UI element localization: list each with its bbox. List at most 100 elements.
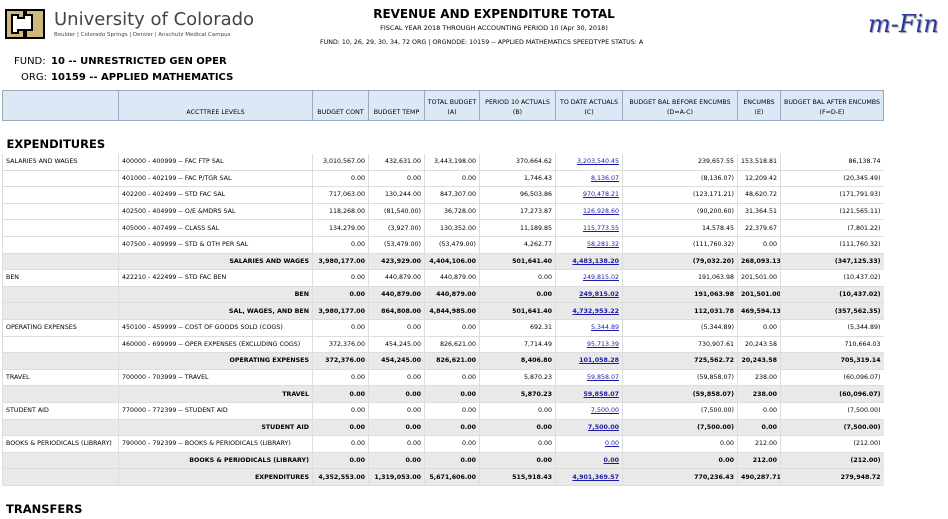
- to-date-link[interactable]: 4,732,953.22: [572, 307, 619, 315]
- amount-cell: 95,713.39: [555, 336, 623, 354]
- detail-row: 402500 - 404999 -- O/E &MDRS SAL 118,268.…: [2, 203, 884, 221]
- amount-cell: 0.00: [368, 402, 425, 420]
- detail-row: 460000 - 699999 -- OPER EXPENSES (EXCLUD…: [2, 336, 884, 354]
- amount-cell: (7,500.00): [780, 419, 884, 437]
- to-date-link[interactable]: 58,281.32: [586, 241, 619, 249]
- to-date-link[interactable]: 0.00: [604, 440, 619, 448]
- total-label: SAL, WAGES, AND BEN: [118, 302, 313, 320]
- subtotal-row: SAL, WAGES, AND BEN 3,980,177.00 864,808.0…: [2, 302, 884, 320]
- amount-cell: (53,479.00): [368, 236, 425, 254]
- amount-cell: 8,136.07: [555, 170, 623, 188]
- to-date-link[interactable]: 0.00: [603, 456, 619, 464]
- amount-cell: (60,096.07): [780, 385, 884, 403]
- amount-cell: 770,236.43: [622, 468, 738, 486]
- to-date-link[interactable]: 59,858.07: [586, 374, 619, 382]
- total-label: STUDENT AID: [118, 419, 313, 437]
- amount-cell: 126,928.60: [555, 203, 623, 221]
- amount-cell: 86,138.74: [780, 154, 884, 171]
- to-date-link[interactable]: 249,815.02: [579, 291, 619, 299]
- to-date-link[interactable]: 7,500.00: [587, 423, 619, 431]
- total-label: BOOKS & PERIODICALS (LIBRARY): [118, 452, 313, 470]
- amount-cell: 730,907.61: [622, 336, 738, 354]
- total-label: SALARIES AND WAGES: [118, 253, 313, 271]
- amount-cell: 423,929.00: [368, 253, 425, 271]
- detail-row: BOOKS & PERIODICALS (LIBRARY) 790000 - 79…: [2, 435, 884, 453]
- amount-cell: 4,844,985.00: [424, 302, 480, 320]
- header-text: BUDGET BAL AFTER ENCUMBS: [784, 99, 880, 106]
- to-date-link[interactable]: 126,928.60: [582, 208, 619, 216]
- amount-cell: 212.00: [737, 435, 781, 453]
- amount-cell: 0.00: [312, 369, 369, 387]
- amount-cell: 0.00: [312, 269, 369, 287]
- section-title: EXPENDITURES: [6, 137, 106, 151]
- amount-cell: 201,501.00: [737, 269, 781, 287]
- account-cell: 450100 - 459999 -- COST OF GOODS SOLD (C…: [118, 319, 313, 337]
- amount-cell: 22,379.67: [737, 219, 781, 237]
- amount-cell: 11,189.85: [479, 219, 556, 237]
- to-date-link[interactable]: 7,500.00: [590, 407, 619, 415]
- group-cell: [2, 468, 119, 486]
- to-date-link[interactable]: 3,203,540.45: [576, 158, 619, 166]
- header-text: (D=A-C): [667, 109, 693, 116]
- to-date-link[interactable]: 4,483,138.20: [572, 257, 619, 265]
- amount-cell: 118,268.00: [312, 203, 369, 221]
- amount-cell: 7,714.49: [479, 336, 556, 354]
- amount-cell: 58,281.32: [555, 236, 623, 254]
- amount-cell: (8,136.07): [622, 170, 738, 188]
- header-cell: BUDGET BAL BEFORE ENCUMBS (D=A-C): [622, 90, 738, 121]
- to-date-link[interactable]: 59,858.07: [583, 390, 619, 398]
- to-date-link[interactable]: 970,478.21: [582, 191, 619, 199]
- amount-cell: 0.00: [368, 369, 425, 387]
- amount-cell: 36,728.00: [424, 203, 480, 221]
- amount-cell: (123,171.21): [622, 186, 738, 204]
- amount-cell: (3,927.00): [368, 219, 425, 237]
- to-date-link[interactable]: 249,815.02: [582, 274, 619, 282]
- amount-cell: 249,815.02: [555, 286, 623, 304]
- to-date-link[interactable]: 8,136.07: [590, 174, 619, 182]
- amount-cell: 372,376.00: [312, 352, 369, 370]
- amount-cell: 48,620.72: [737, 186, 781, 204]
- amount-cell: (212.00): [780, 435, 884, 453]
- amount-cell: 191,063.98: [622, 286, 738, 304]
- report-period: FISCAL YEAR 2018 THROUGH ACCOUNTING PERI…: [380, 24, 608, 32]
- header-text: BUDGET CONT: [317, 109, 364, 116]
- to-date-link[interactable]: 5,344.89: [590, 324, 619, 332]
- amount-cell: 5,344.89: [555, 319, 623, 337]
- fund-label: FUND:: [14, 56, 46, 67]
- amount-cell: (121,565.11): [780, 203, 884, 221]
- to-date-link[interactable]: 95,713.39: [586, 340, 619, 348]
- detail-row: TRAVEL 700000 - 703999 -- TRAVEL 0.00 0.00 0…: [2, 369, 884, 387]
- amount-cell: 0.00: [479, 286, 556, 304]
- to-date-link[interactable]: 4,901,369.57: [572, 473, 619, 481]
- header-cell: BUDGET BAL AFTER ENCUMBS (F=D-E): [780, 90, 884, 121]
- amount-cell: 372,376.00: [312, 336, 369, 354]
- amount-cell: 0.00: [737, 402, 781, 420]
- amount-cell: 454,245.00: [368, 336, 425, 354]
- header-text: (B): [512, 109, 523, 116]
- amount-cell: 5,870.23: [479, 369, 556, 387]
- amount-cell: 1,746.43: [479, 170, 556, 188]
- account-cell: 460000 - 699999 -- OPER EXPENSES (EXCLUD…: [118, 336, 313, 354]
- amount-cell: 847,307.00: [424, 186, 480, 204]
- group-cell: STUDENT AID: [2, 402, 119, 420]
- amount-cell: 0.00: [424, 369, 480, 387]
- amount-cell: 7,500.00: [555, 419, 623, 437]
- amount-cell: 59,858.07: [555, 369, 623, 387]
- amount-cell: 454,245.00: [368, 352, 425, 370]
- group-cell: [2, 236, 119, 254]
- header-cell: PERIOD 10 ACTUALS (B): [479, 90, 556, 121]
- amount-cell: 0.00: [424, 452, 480, 470]
- amount-cell: 130,244.00: [368, 186, 425, 204]
- subtotal-row: TRAVEL 0.00 0.00 0.00 5,870.23 59,858.07 (59,8…: [2, 385, 884, 403]
- to-date-link[interactable]: 101,058.28: [579, 357, 619, 365]
- subtotal-row: STUDENT AID 0.00 0.00 0.00 0.00 7,500.00 (7,50…: [2, 419, 884, 437]
- to-date-link[interactable]: 115,773.55: [582, 224, 619, 232]
- amount-cell: 864,808.00: [368, 302, 425, 320]
- amount-cell: 31,364.51: [737, 203, 781, 221]
- amount-cell: 370,664.62: [479, 154, 556, 171]
- amount-cell: 0.00: [424, 419, 480, 437]
- amount-cell: 3,203,540.45: [555, 154, 623, 171]
- amount-cell: 8,406.80: [479, 352, 556, 370]
- amount-cell: (7,500.00): [622, 419, 738, 437]
